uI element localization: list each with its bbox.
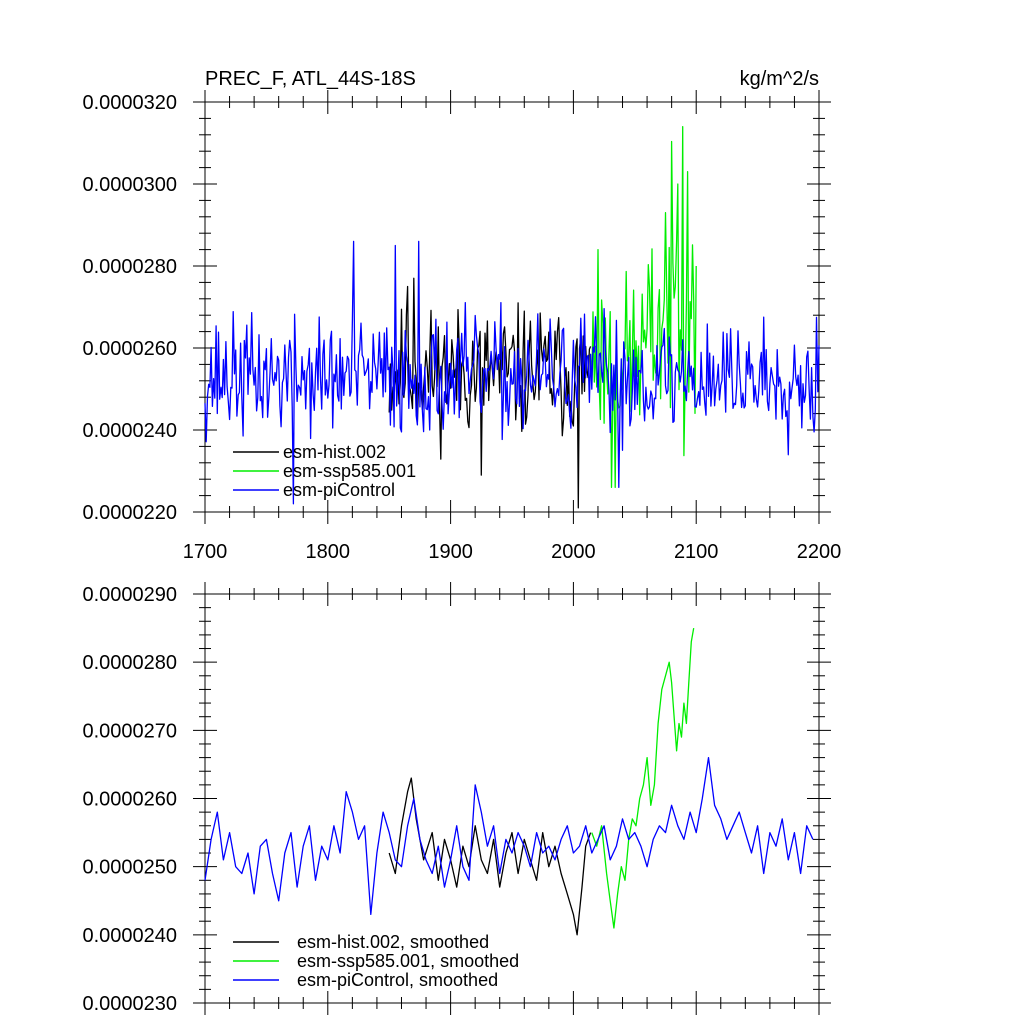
chart-title: PREC_F, ATL_44S-18S xyxy=(205,68,416,90)
x-tick-label: 2000 xyxy=(551,541,596,563)
legend-label: esm-hist.002 xyxy=(283,442,386,462)
x-tick-label: 2200 xyxy=(797,541,842,563)
legend-label: esm-hist.002, smoothed xyxy=(297,932,489,952)
legend-label: esm-ssp585.001, smoothed xyxy=(297,951,519,971)
y-tick-label: 0.0000240 xyxy=(82,925,177,947)
y-tick-label: 0.0000290 xyxy=(82,584,177,606)
y-tick-label: 0.0000280 xyxy=(82,652,177,674)
x-tick-label: 2100 xyxy=(674,541,719,563)
y-tick-label: 0.0000320 xyxy=(82,92,177,114)
x-tick-label: 1900 xyxy=(428,541,473,563)
units-label: kg/m^2/s xyxy=(740,68,819,90)
y-tick-label: 0.0000280 xyxy=(82,256,177,278)
x-tick-label: 1700 xyxy=(183,541,228,563)
y-tick-label: 0.0000270 xyxy=(82,720,177,742)
y-tick-label: 0.0000260 xyxy=(82,789,177,811)
series-line-esm-picontrol-smoothed xyxy=(204,756,814,916)
series-line-esm-hist-002-smoothed xyxy=(388,777,592,936)
chart-panel-2: 0.0000230 0.0000240 0.0000250 0.0000260 0.00… xyxy=(82,582,831,1015)
y-tick-label: 0.0000220 xyxy=(82,502,177,524)
legend-label: esm-ssp585.001 xyxy=(283,461,416,481)
series-line-esm-ssp585-001 xyxy=(591,125,697,489)
y-tick-label: 0.0000230 xyxy=(82,993,177,1015)
y-tick-label: 0.0000300 xyxy=(82,174,177,196)
legend-label: esm-piControl, smoothed xyxy=(297,970,498,990)
series-line-esm-picontrol xyxy=(204,240,820,505)
series-line-esm-ssp585-001-smoothed xyxy=(591,627,695,929)
y-tick-label: 0.0000240 xyxy=(82,420,177,442)
plot-frame xyxy=(204,101,820,513)
y-tick-label: 0.0000260 xyxy=(82,338,177,360)
chart-panel-1: 0.0000220 0.0000240 0.0000260 0.0000280 0.00… xyxy=(82,68,841,563)
y-tick-label: 0.0000250 xyxy=(82,857,177,879)
x-tick-label: 1800 xyxy=(306,541,351,563)
legend-label: esm-piControl xyxy=(283,480,395,500)
